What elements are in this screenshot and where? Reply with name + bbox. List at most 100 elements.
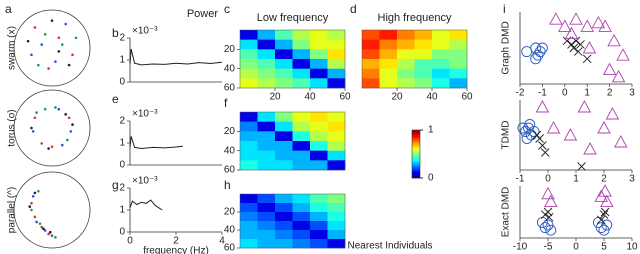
triangle-marker [563,128,578,141]
heat-cell [397,39,415,50]
cross-marker [596,215,606,225]
heat-cell [310,59,328,69]
cross-marker [599,210,609,219]
heat-cell [362,39,380,50]
heat-cell [257,121,276,132]
colorbar-cell [412,139,420,143]
triangle-marker [583,142,597,155]
heat-cell [257,49,276,60]
heat-cell [275,221,293,231]
heat-cell [292,30,311,40]
heat-cell [240,203,258,213]
agent-point [28,205,32,208]
heat-cell [292,49,311,60]
heat-cell [310,141,328,151]
cross-marker [600,207,610,217]
y-tick-label: 60 [224,83,236,94]
circle-marker [539,222,551,234]
heat-cell [327,49,346,60]
heat-cell [275,78,293,89]
heat-cell [292,131,311,142]
heat-cell [240,39,258,50]
heat-cell [397,49,415,60]
heat-cell [240,68,258,79]
triangle-marker [597,121,611,134]
heat-cell [414,30,433,40]
triangle-marker [569,12,583,25]
heat-cell [257,203,276,213]
heat-cell [292,230,311,240]
cross-marker [571,36,581,46]
agent-point [33,215,37,219]
heat-cell [432,30,450,40]
scale-label: ×10⁻³ [132,26,158,37]
heat-cell [292,39,311,50]
heat-cell [379,78,398,89]
x-tick-label: -1 [516,174,525,185]
heat-cell [414,39,433,50]
heat-cell [240,141,258,151]
y-tick-label: 40 [224,225,236,236]
triangle-marker [600,194,614,208]
y-axis-label: torus (o) [7,109,18,146]
y-tick-label: 1 [119,205,125,216]
heat-cell [257,160,276,171]
colorbar-cell [412,156,420,160]
colorbar-cell [412,173,420,176]
agent-point [64,113,67,116]
heat-cell [327,160,346,171]
heat-cell [310,203,328,213]
heat-cell [275,30,293,40]
cross-marker [576,40,585,49]
heat-cell [257,141,276,151]
agent-point [31,130,35,133]
heat-cell [240,230,258,240]
heat-cell [327,203,346,213]
x-tick-label: -5 [544,242,553,253]
y-tick-label: 1 [119,138,125,149]
heat-cell [275,131,293,142]
heat-cell [275,112,293,122]
heat-cell [449,39,468,50]
x-tick-label: 0 [562,88,568,99]
agent-point [47,232,50,236]
heat-cell [240,78,258,89]
chart-title: Low frequency [257,12,329,24]
colorbar-cell [412,170,420,174]
y-tick-label: 2 [119,33,125,44]
panel-label: c [224,2,230,16]
y-tick-label: 0 [119,227,125,238]
colorbar-cell [412,149,420,152]
heat-cell [240,160,258,171]
agent-point [43,33,47,36]
x-axis-label: Nearest Individuals [347,241,432,252]
power-line [129,48,223,66]
heat-cell [275,39,293,50]
colorbar-cell [412,137,420,140]
arena [13,171,91,249]
x-tick-label: 2 [601,174,607,185]
scale-label: ×10⁻³ [132,176,158,187]
arena [13,9,91,87]
agent-point [50,19,54,22]
heat-cell [310,150,328,161]
heat-cell [414,59,433,69]
x-tick-label: 3 [629,88,635,99]
triangle-marker [580,19,594,32]
heat-cell [379,30,398,40]
heat-cell [292,68,311,79]
heat-cell [362,68,380,79]
heat-cell [397,59,415,69]
plot-frame [239,193,346,249]
power-line [129,136,183,150]
heat-cell [327,212,346,222]
y-axis-label: TDMD [501,121,512,150]
heat-cell [449,49,468,60]
heat-cell [310,131,328,142]
heat-cell [275,49,293,60]
circle-marker [525,129,537,141]
heat-cell [327,68,346,79]
heat-cell [310,68,328,79]
cross-marker [538,141,547,150]
